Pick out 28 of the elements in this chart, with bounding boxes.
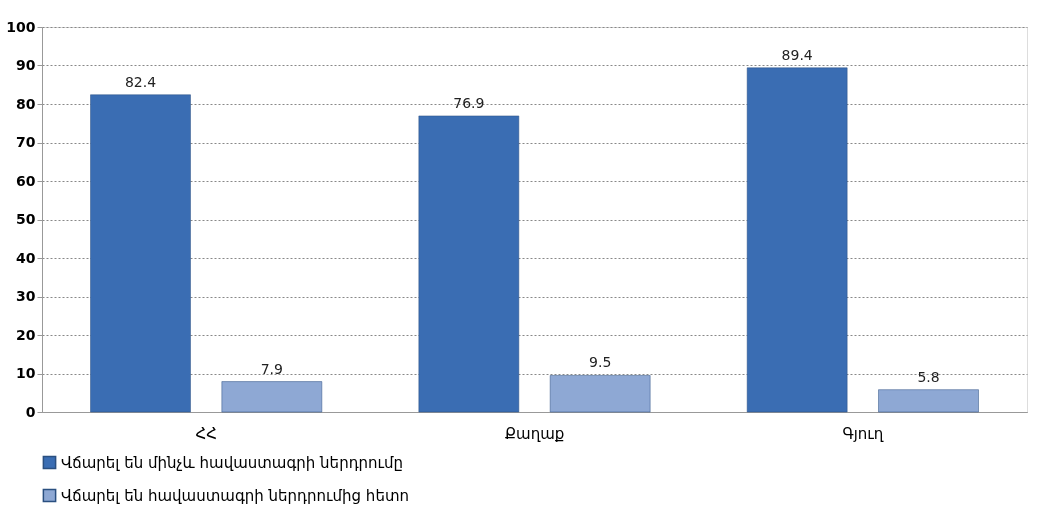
data-label: 89.4 (781, 46, 813, 63)
data-label: 76.9 (453, 94, 485, 111)
y-tick-label: 50 (16, 211, 36, 227)
x-tick-label: Քաղաք (504, 424, 565, 443)
legend-label: Վճարել են հավաստագրի ներդրումից հետո (61, 486, 409, 505)
data-label: 82.4 (124, 73, 157, 90)
y-tick-label: 10 (16, 365, 36, 381)
y-tick-label: 30 (16, 288, 36, 304)
bar (746, 67, 848, 413)
bar (221, 381, 323, 413)
y-tick-label: 100 (6, 18, 36, 35)
data-label: 9.5 (589, 354, 612, 371)
y-tick-label: 90 (16, 57, 36, 73)
y-tick-label: 60 (16, 172, 36, 189)
bar (549, 375, 651, 413)
y-tick-label: 80 (16, 95, 36, 112)
data-label: 5.8 (917, 368, 940, 385)
legend-label: Վճարել են մինչև հավաստագրի ներդրումը (61, 453, 404, 472)
data-label: 7.9 (260, 360, 283, 377)
y-tick-label: 70 (16, 134, 36, 150)
y-tick-label: 0 (25, 403, 36, 420)
y-tick-label: 40 (16, 249, 36, 266)
y-tick-label: 20 (16, 326, 36, 343)
bar (878, 389, 979, 413)
bar (90, 94, 191, 413)
bar (418, 115, 520, 413)
x-tick-label: ՀՀ (195, 424, 217, 443)
x-tick-label: Գյուղ (842, 424, 884, 443)
